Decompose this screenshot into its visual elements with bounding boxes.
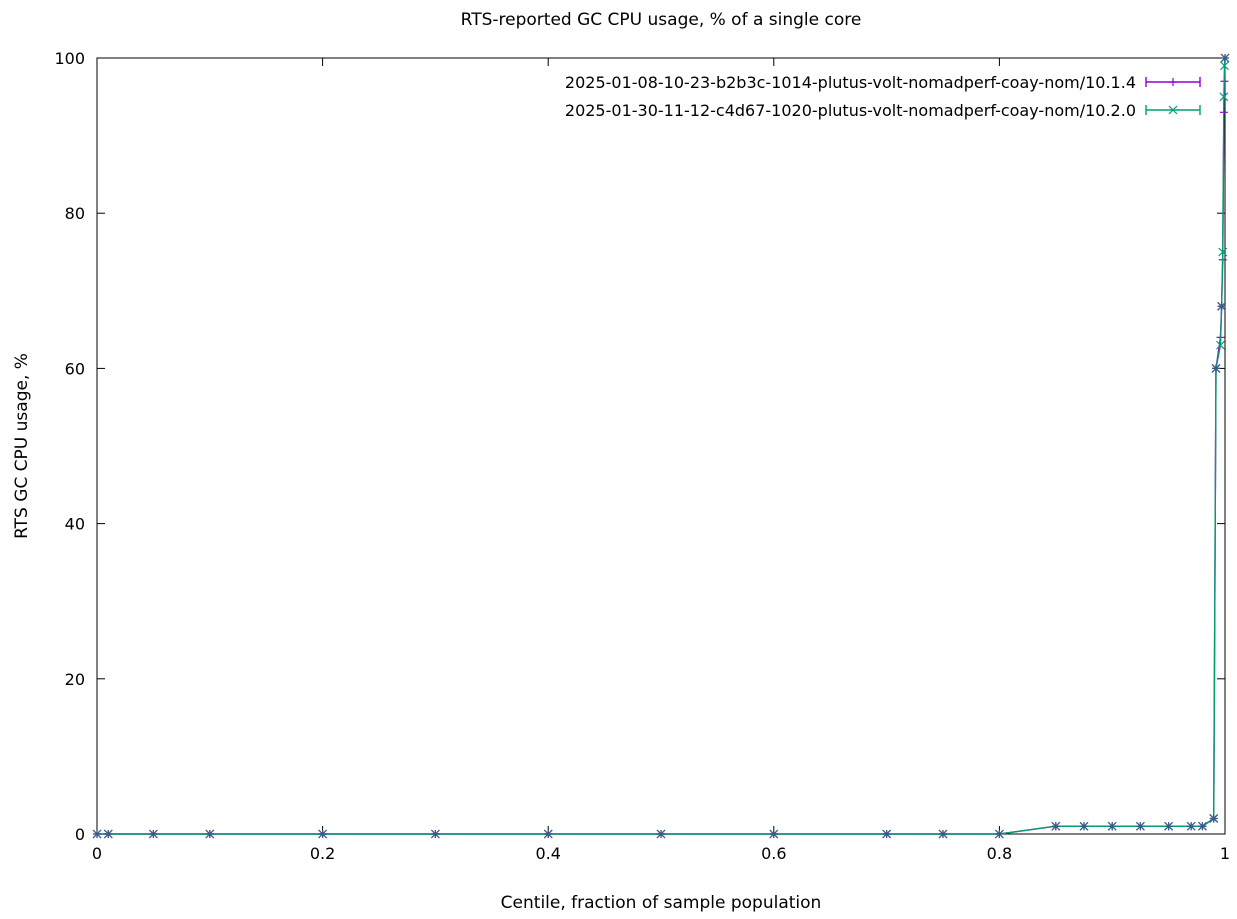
data-point (1186, 821, 1196, 831)
data-point (1218, 247, 1228, 257)
data-point (1107, 821, 1117, 831)
legend: 2025-01-08-10-23-b2b3c-1014-plutus-volt-… (565, 73, 1201, 120)
x-axis-label: Centile, fraction of sample population (501, 893, 822, 913)
x-tick-label: 0.6 (761, 844, 786, 863)
data-point (1164, 821, 1174, 831)
data-point (1220, 53, 1230, 63)
y-tick-label: 20 (65, 670, 85, 689)
y-tick-label: 100 (54, 49, 85, 68)
legend-label: 2025-01-08-10-23-b2b3c-1014-plutus-volt-… (565, 73, 1136, 92)
data-point (430, 829, 440, 839)
data-point (1220, 61, 1229, 71)
x-tick-label: 0 (92, 844, 102, 863)
x-tick-label: 0.4 (535, 844, 560, 863)
data-point (543, 829, 553, 839)
data-point (205, 829, 215, 839)
data-point (1216, 340, 1225, 350)
data-point (148, 829, 158, 839)
y-tick-label: 80 (65, 204, 85, 223)
data-point (1079, 821, 1089, 831)
data-point (92, 829, 102, 839)
legend-marker (1169, 78, 1177, 86)
data-point (1051, 821, 1061, 831)
plot-frame (96, 57, 1226, 835)
series-line (97, 57, 1226, 835)
data-point (1219, 92, 1229, 102)
data-point (1217, 301, 1227, 311)
data-point (882, 829, 892, 839)
y-tick-label: 40 (65, 515, 85, 534)
data-point (103, 829, 113, 839)
y-tick-label: 0 (75, 825, 85, 844)
series-layer (92, 53, 1230, 839)
axis-ticks: 0 0.2 0.4 0.6 0.8 1 0 20 40 60 80 100 (54, 49, 1230, 863)
data-point (1211, 363, 1221, 373)
data-point (656, 829, 666, 839)
data-point (938, 829, 948, 839)
data-point (769, 829, 779, 839)
data-point (1135, 821, 1145, 831)
y-axis-label: RTS GC CPU usage, % (12, 353, 32, 539)
x-tick-label: 0.8 (987, 844, 1012, 863)
x-tick-label: 0.2 (310, 844, 335, 863)
data-point (1198, 821, 1207, 831)
data-point (994, 829, 1004, 839)
overlap-markers (92, 53, 1230, 839)
series-2 (92, 53, 1230, 839)
data-point (318, 829, 328, 839)
x-tick-label: 1 (1220, 844, 1230, 863)
legend-marker (1168, 105, 1178, 115)
y-tick-label: 60 (65, 359, 85, 378)
legend-label: 2025-01-30-11-12-c4d67-1020-plutus-volt-… (565, 101, 1136, 120)
series-1 (93, 54, 1229, 838)
data-point (1209, 814, 1219, 823)
chart-title: RTS-reported GC CPU usage, % of a single… (461, 10, 862, 30)
series-line (97, 57, 1226, 835)
